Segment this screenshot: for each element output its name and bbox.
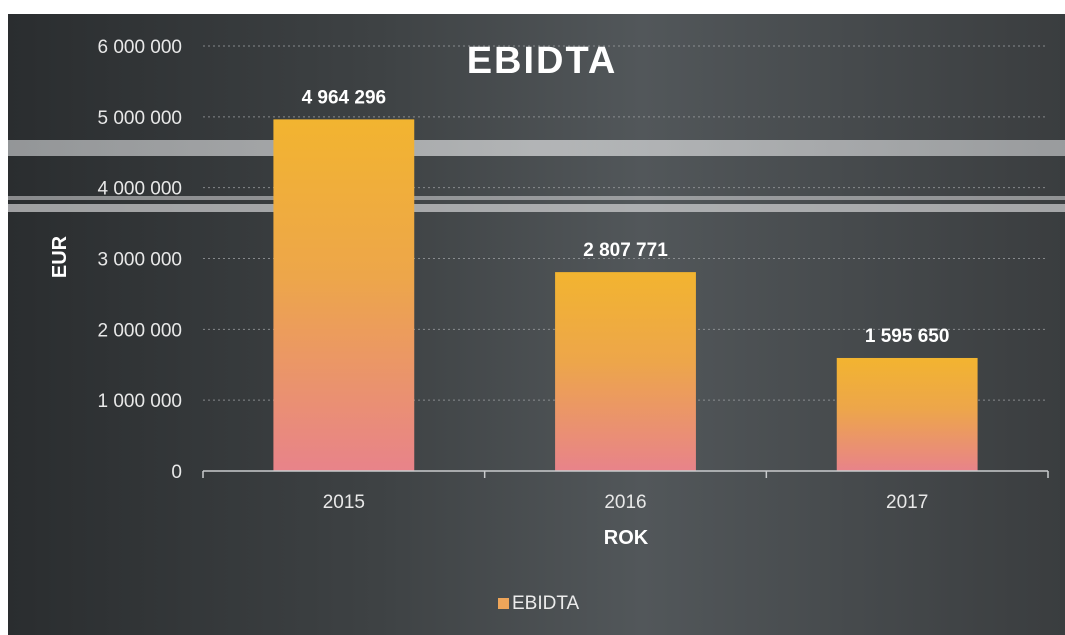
x-tick-label: 2017 xyxy=(886,492,928,513)
background-streak xyxy=(8,140,1065,156)
y-tick-label: 0 xyxy=(171,462,182,483)
bars: 4 964 296 2 807 771 1 595 650 xyxy=(273,87,978,471)
bar-2017 xyxy=(836,357,978,471)
y-tick-label: 1 000 000 xyxy=(97,391,182,412)
x-axis-title: ROK xyxy=(604,527,649,549)
bar-2015 xyxy=(273,119,415,471)
data-label: 1 595 650 xyxy=(865,326,950,347)
bar-2016 xyxy=(555,272,696,471)
axes: 0 1 000 000 2 000 000 3 000 000 4 000 000 5 0… xyxy=(97,37,1049,513)
y-axis-title: EUR xyxy=(49,235,71,278)
data-label: 2 807 771 xyxy=(583,240,668,261)
background-streak xyxy=(8,196,1065,200)
y-tick-label: 2 000 000 xyxy=(97,320,182,341)
legend: EBIDTA xyxy=(498,593,580,614)
y-tick-label: 5 000 000 xyxy=(97,108,182,129)
data-label: 4 964 296 xyxy=(302,87,387,108)
background-streak xyxy=(8,204,1065,212)
y-tick-label: 6 000 000 xyxy=(97,37,182,58)
y-tick-label: 4 000 000 xyxy=(97,179,182,200)
y-tick-label: 3 000 000 xyxy=(97,250,182,271)
x-tick-label: 2015 xyxy=(323,492,365,513)
legend-label: EBIDTA xyxy=(512,593,580,614)
plot-background xyxy=(8,14,1065,635)
x-tick-label: 2016 xyxy=(604,492,646,513)
chart-title: EBIDTA xyxy=(467,40,618,82)
legend-swatch xyxy=(498,598,509,609)
